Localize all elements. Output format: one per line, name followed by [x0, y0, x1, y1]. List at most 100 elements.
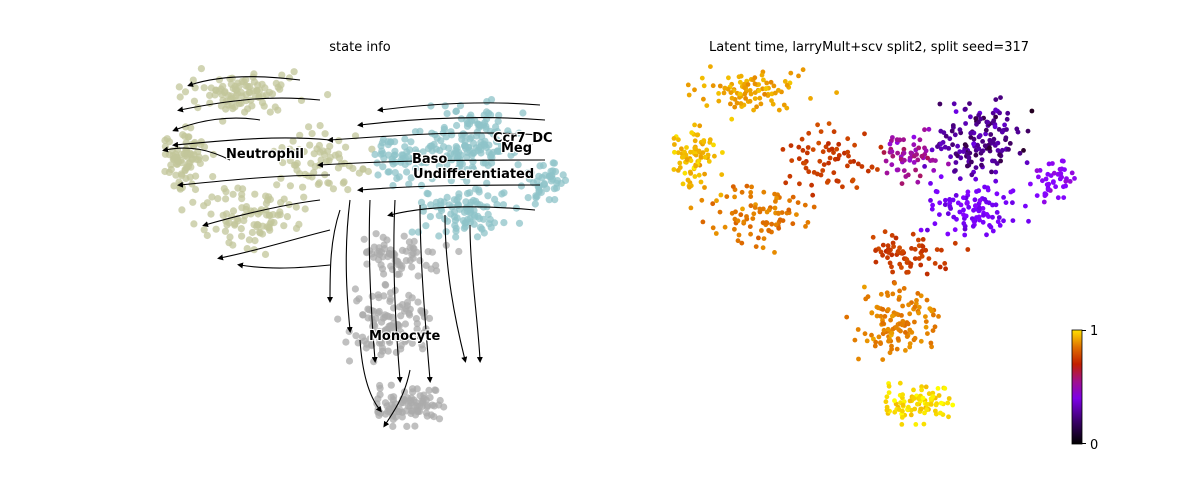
state-point	[442, 228, 450, 236]
latent-time-point	[764, 220, 769, 225]
latent-time-point	[835, 178, 841, 184]
latent-time-point	[788, 70, 794, 76]
state-point	[324, 147, 332, 155]
latent-time-point	[769, 221, 775, 227]
latent-time-point	[886, 390, 892, 395]
state-point	[491, 195, 499, 203]
state-point	[265, 211, 273, 219]
state-point	[417, 181, 426, 189]
state-point	[375, 327, 383, 335]
state-point	[181, 88, 190, 96]
state-point	[375, 247, 383, 255]
latent-time-point	[907, 311, 913, 317]
state-point	[428, 401, 436, 409]
state-point	[342, 338, 350, 346]
state-point	[183, 164, 191, 172]
latent-time-point	[900, 303, 905, 309]
state-point	[407, 174, 415, 182]
latent-time-point	[942, 386, 948, 391]
state-point	[457, 115, 465, 123]
velocity-streamline	[383, 369, 411, 428]
state-point	[483, 170, 491, 178]
latent-time-point	[971, 141, 976, 147]
state-point	[289, 137, 297, 145]
state-point	[279, 159, 287, 167]
latent-time-point	[735, 218, 741, 224]
latent-time-point	[963, 143, 969, 149]
latent-time-point	[854, 185, 860, 191]
latent-time-point	[963, 121, 968, 126]
colorbar-gradient	[1071, 329, 1083, 445]
latent-time-point	[682, 170, 688, 176]
state-point	[190, 220, 198, 228]
state-point	[266, 226, 274, 234]
latent-time-point	[787, 198, 792, 204]
latent-time-point	[1041, 199, 1047, 205]
latent-time-point	[679, 146, 684, 152]
latent-time-point	[805, 220, 811, 225]
latent-time-point	[992, 158, 997, 164]
latent-time-point	[685, 177, 691, 183]
latent-time-point	[747, 88, 753, 93]
latent-time-point	[899, 265, 904, 270]
state-point	[301, 170, 309, 178]
latent-time-point	[740, 206, 745, 212]
latent-time-point	[912, 319, 917, 325]
latent-time-point	[784, 105, 790, 111]
latent-time-point	[745, 82, 751, 87]
state-point	[497, 141, 505, 149]
state-point	[351, 285, 359, 293]
state-point	[285, 74, 294, 82]
latent-time-point	[900, 322, 905, 328]
state-point	[278, 71, 286, 79]
latent-time-point	[687, 184, 692, 190]
latent-time-point	[951, 101, 957, 107]
latent-time-point	[701, 139, 707, 145]
latent-time-point	[704, 147, 710, 153]
latent-time-point	[947, 204, 953, 209]
latent-time-point	[925, 331, 930, 336]
latent-time-point	[882, 314, 888, 319]
latent-time-point	[979, 157, 985, 163]
latent-time-point	[923, 319, 929, 324]
latent-time-point	[923, 324, 929, 330]
state-point	[414, 408, 422, 416]
latent-time-point	[990, 214, 995, 220]
latent-time-point	[884, 394, 890, 400]
latent-time-point	[872, 343, 878, 349]
latent-time-point	[901, 286, 907, 291]
latent-time-point	[802, 160, 808, 166]
latent-time-point	[751, 211, 757, 217]
latent-time-point	[752, 96, 758, 101]
latent-time-point	[810, 147, 816, 153]
state-point	[424, 190, 432, 198]
latent-time-point	[932, 261, 938, 266]
state-point	[413, 320, 421, 328]
latent-time-point	[896, 297, 902, 302]
latent-time-point	[986, 200, 992, 206]
state-point	[310, 150, 318, 158]
latent-time-point	[916, 256, 922, 261]
latent-time-point	[923, 148, 929, 154]
latent-time-point	[937, 200, 943, 206]
latent-time-point	[881, 327, 887, 333]
state-point	[227, 80, 235, 88]
latent-time-point	[720, 150, 725, 155]
state-point	[524, 169, 532, 177]
state-point	[311, 163, 319, 171]
state-point	[397, 312, 405, 320]
latent-time-point	[899, 415, 905, 420]
latent-time-point	[806, 169, 812, 175]
state-point	[191, 84, 199, 92]
latent-time-point	[710, 201, 716, 207]
state-point	[241, 108, 249, 116]
latent-time-point	[702, 154, 708, 160]
state-point	[191, 140, 199, 148]
latent-time-point	[766, 228, 772, 234]
latent-time-point	[910, 231, 916, 237]
latent-time-point	[889, 233, 895, 238]
latent-time-point	[918, 293, 924, 299]
state-point	[191, 185, 200, 194]
state-point	[426, 393, 434, 402]
state-point	[408, 339, 416, 347]
